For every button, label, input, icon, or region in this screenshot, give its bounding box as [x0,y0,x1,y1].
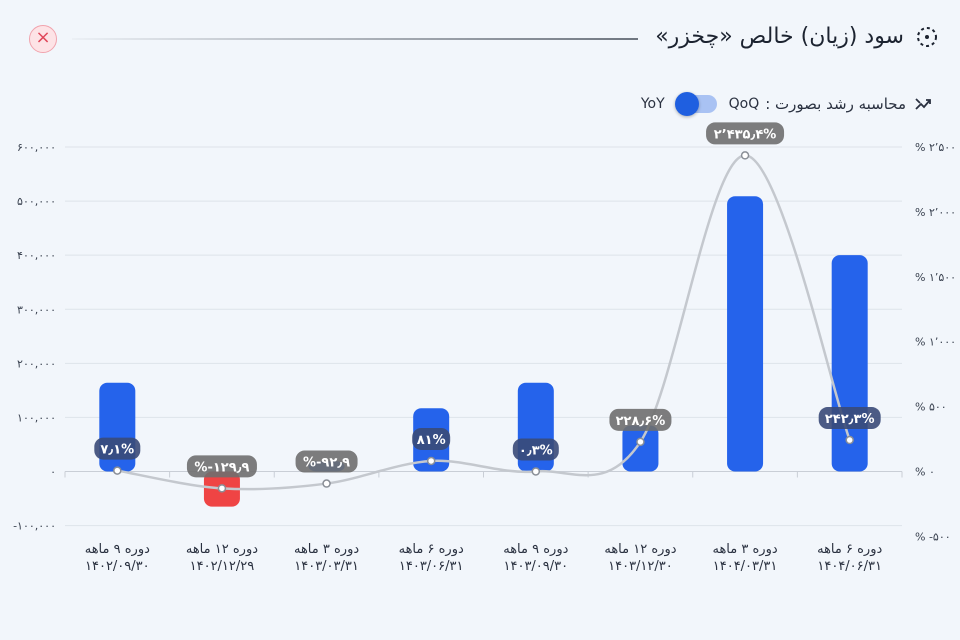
toggle-knob [674,92,699,116]
growth-data-label: ۸۱% [417,433,446,448]
close-button[interactable]: × [29,25,57,53]
category-date: ۱۴۰۲/۱۲/۲۹ [190,559,255,574]
left-axis-tick-label: ۵۰۰,۰۰۰ [17,195,56,208]
growth-data-label-bg [412,427,451,450]
category-label: دوره ۳ ماهه [294,542,359,557]
growth-toggle[interactable] [674,92,717,116]
bar [622,425,659,472]
growth-data-label: %-۹۲٫۹ [303,456,350,471]
left-axis-tick-label: -۱۰۰,۰۰۰ [13,520,56,533]
category-date: ۱۴۰۳/۰۳/۳۱ [294,559,359,574]
right-axis-tick-label: % ۲٬۵۰۰ [915,141,956,154]
growth-data-label-bg [818,407,881,430]
growth-label: محاسبه رشد بصورت : [765,95,906,113]
growth-data-label: ۲۲۸٫۶% [616,414,666,429]
category-date: ۱۴۰۴/۰۶/۳۱ [817,559,882,574]
growth-data-label: ۰٫۳% [519,443,553,458]
growth-data-label-bg [609,408,672,431]
right-axis-tick-label: % ۲٬۰۰۰ [915,206,956,219]
growth-point [113,466,122,475]
growth-point [740,151,750,160]
left-axis-tick-label: ۰ [50,466,56,479]
growth-data-label: ۲٬۴۳۵٫۴% [714,127,777,142]
growth-line [117,154,851,491]
trend-arrows-icon [915,98,931,110]
category-label: دوره ۹ ماهه [85,542,150,557]
right-axis-tick-label: % ۵۰۰ [915,401,947,414]
page-title: سود (زیان) خالص «چخزر» [655,24,904,49]
category-date: ۱۴۰۳/۰۶/۳۱ [399,559,464,574]
category-label: دوره ۶ ماهه [399,542,464,557]
yoy-option[interactable]: YoY [640,96,665,112]
category-label: دوره ۱۲ ماهه [186,542,258,557]
right-axis-tick-label: % ۱٬۵۰۰ [915,271,956,284]
category-date: ۱۴۰۲/۰۹/۳۰ [85,559,150,574]
category-label: دوره ۹ ماهه [503,542,568,557]
growth-point [217,484,227,493]
left-axis-tick-label: ۶۰۰,۰۰۰ [17,141,56,154]
growth-data-label-bg [512,438,559,461]
growth-data-label: ۲۴۲٫۳% [825,412,875,427]
category-date: ۱۴۰۴/۰۳/۳۱ [713,559,778,574]
growth-data-label-bg [706,122,785,145]
category-label: دوره ۳ ماهه [712,542,777,557]
growth-point [636,437,645,447]
growth-point [322,479,331,488]
header-divider [72,38,638,40]
bar [727,196,764,472]
dotted-circle-icon [917,27,937,47]
qoq-option[interactable]: QoQ [728,96,760,112]
left-axis-tick-label: ۲۰۰,۰۰۰ [17,357,56,370]
left-axis-tick-label: ۳۰۰,۰۰۰ [17,303,56,316]
growth-data-label-bg [186,455,257,478]
right-axis-tick-label: % -۵۰۰ [915,530,951,543]
growth-mode-control: محاسبه رشد بصورت : QoQ YoY [641,92,932,116]
left-axis-tick-label: ۴۰۰,۰۰۰ [17,249,56,262]
growth-data-label: ۷٫۱% [100,443,134,458]
right-axis-tick-label: % ۰ [915,466,935,479]
category-date: ۱۴۰۳/۱۲/۳۰ [608,559,673,574]
growth-data-label: %-۱۲۹٫۹ [194,460,249,475]
category-label: دوره ۶ ماهه [817,542,882,557]
growth-point [426,456,436,466]
right-axis-tick-label: % ۱٬۰۰۰ [915,336,956,349]
growth-point [845,435,854,445]
growth-point [531,467,541,476]
growth-data-label-bg [295,450,358,473]
left-axis-tick-label: ۱۰۰,۰۰۰ [17,411,56,424]
category-label: دوره ۱۲ ماهه [604,542,676,557]
category-date: ۱۴۰۳/۰۹/۳۰ [504,559,569,574]
growth-data-label-bg [94,437,141,460]
